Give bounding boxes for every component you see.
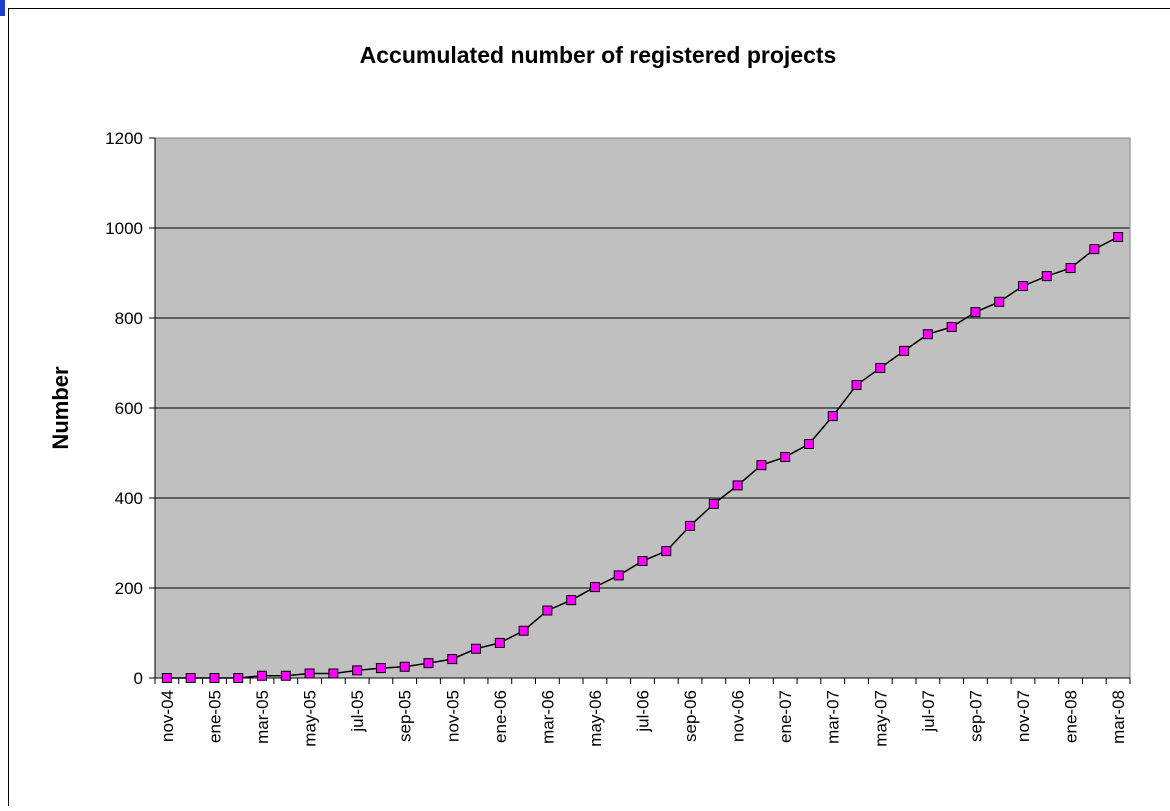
point-marker <box>234 674 243 683</box>
x-tick-label: may-07 <box>871 690 890 747</box>
y-tick-label: 1200 <box>105 129 143 148</box>
x-tick-label: nov-05 <box>443 690 462 742</box>
x-tick-label: mar-05 <box>253 690 272 744</box>
x-tick-label: jul-07 <box>919 690 938 733</box>
point-marker <box>353 666 362 675</box>
point-marker <box>472 644 481 653</box>
point-marker <box>1090 245 1099 254</box>
x-tick-label: sep-06 <box>681 690 700 742</box>
x-tick-label: nov-06 <box>729 690 748 742</box>
x-tick-label: mar-07 <box>824 690 843 744</box>
y-tick-label: 0 <box>134 669 143 688</box>
point-marker <box>590 583 599 592</box>
point-marker <box>281 671 290 680</box>
point-marker <box>519 626 528 635</box>
y-tick-label: 400 <box>115 489 143 508</box>
point-marker <box>329 669 338 678</box>
y-tick-label: 800 <box>115 309 143 328</box>
point-marker <box>305 669 314 678</box>
y-tick-label: 200 <box>115 579 143 598</box>
point-marker <box>923 330 932 339</box>
point-marker <box>852 381 861 390</box>
x-tick-label: sep-07 <box>966 690 985 742</box>
x-tick-label: mar-06 <box>538 690 557 744</box>
point-marker <box>709 499 718 508</box>
point-marker <box>162 674 171 683</box>
x-tick-label: ene-06 <box>491 690 510 743</box>
point-marker <box>804 440 813 449</box>
point-marker <box>495 638 504 647</box>
point-marker <box>1066 264 1075 273</box>
point-marker <box>781 453 790 462</box>
point-marker <box>947 323 956 332</box>
x-tick-label: jul-06 <box>634 690 653 733</box>
point-marker <box>376 664 385 673</box>
point-marker <box>686 521 695 530</box>
point-marker <box>995 297 1004 306</box>
x-tick-label: sep-05 <box>396 690 415 742</box>
x-tick-label: may-05 <box>301 690 320 747</box>
point-marker <box>614 571 623 580</box>
point-marker <box>638 557 647 566</box>
corner-mark <box>0 0 5 16</box>
point-marker <box>258 671 267 680</box>
x-tick-label: mar-08 <box>1109 690 1128 744</box>
point-marker <box>828 412 837 421</box>
y-axis-label: Number <box>48 366 73 450</box>
x-tick-label: jul-05 <box>348 690 367 733</box>
point-marker <box>210 674 219 683</box>
y-tick-label: 1000 <box>105 219 143 238</box>
point-marker <box>1018 282 1027 291</box>
point-marker <box>186 674 195 683</box>
point-marker <box>733 481 742 490</box>
x-tick-label: ene-05 <box>205 690 224 743</box>
point-marker <box>662 547 671 556</box>
point-marker <box>400 662 409 671</box>
x-tick-label: ene-07 <box>776 690 795 743</box>
chart-title: Accumulated number of registered project… <box>360 42 837 68</box>
point-marker <box>1114 233 1123 242</box>
x-tick-label: nov-07 <box>1014 690 1033 742</box>
point-marker <box>1042 272 1051 281</box>
point-marker <box>876 363 885 372</box>
point-marker <box>567 596 576 605</box>
x-tick-label: nov-04 <box>158 690 177 742</box>
point-marker <box>900 346 909 355</box>
x-tick-label: may-06 <box>586 690 605 747</box>
point-marker <box>757 461 766 470</box>
point-marker <box>971 308 980 317</box>
x-tick-label: ene-08 <box>1062 690 1081 743</box>
y-tick-label: 600 <box>115 399 143 418</box>
point-marker <box>543 606 552 615</box>
point-marker <box>448 655 457 664</box>
point-marker <box>424 659 433 668</box>
